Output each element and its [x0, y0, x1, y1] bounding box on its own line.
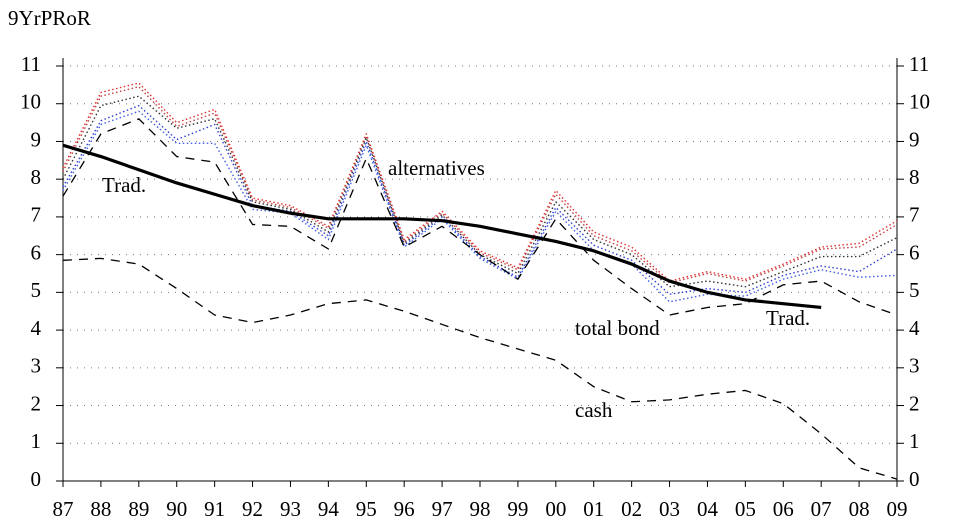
series-line	[62, 86, 898, 284]
series-line	[62, 104, 898, 295]
x-tick-label: 05	[735, 497, 756, 521]
y-tick-label: 4	[31, 316, 42, 340]
x-tick-label: 88	[90, 497, 111, 521]
x-tick-label: 99	[507, 497, 528, 521]
y-tick-label: 3	[31, 354, 42, 378]
y-tick-label: 11	[21, 52, 41, 76]
annotation: Trad.	[102, 173, 146, 197]
x-tick-label: 97	[432, 497, 453, 521]
x-tick-label: 93	[280, 497, 301, 521]
y2-tick-label: 10	[909, 90, 930, 114]
y2-tick-label: 5	[909, 278, 920, 302]
y2-tick-label: 8	[909, 165, 920, 189]
x-tick-label: 90	[166, 497, 187, 521]
y-tick-label: 0	[31, 467, 42, 491]
annotation: alternatives	[388, 156, 485, 180]
x-tick-label: 08	[849, 497, 870, 521]
y2-tick-label: 2	[909, 391, 920, 415]
y2-tick-label: 7	[909, 203, 920, 227]
x-tick-label: 07	[811, 497, 832, 521]
annotation: Trad.	[766, 306, 810, 330]
y2-tick-label: 4	[909, 316, 920, 340]
series-line	[62, 110, 898, 303]
y-tick-label: 5	[31, 278, 42, 302]
x-tick-label: 91	[204, 497, 225, 521]
y-tick-label: 7	[31, 203, 42, 227]
y2-tick-label: 3	[909, 354, 920, 378]
x-tick-label: 98	[470, 497, 491, 521]
y2-tick-label: 0	[909, 467, 920, 491]
annotation: cash	[575, 398, 613, 422]
x-tick-label: 06	[773, 497, 794, 521]
y-tick-label: 10	[20, 90, 41, 114]
series-line	[62, 143, 822, 310]
y-axis-label: 9YrPRoR	[8, 6, 91, 30]
y2-tick-label: 1	[909, 429, 920, 453]
series-line	[62, 82, 898, 282]
x-tick-label: 95	[356, 497, 377, 521]
x-tick-label: 92	[242, 497, 263, 521]
y-tick-label: 9	[31, 127, 42, 151]
x-tick-label: 09	[887, 497, 908, 521]
series-line	[62, 257, 898, 480]
x-tick-label: 03	[659, 497, 680, 521]
x-tick-label: 02	[621, 497, 642, 521]
y-tick-label: 6	[31, 240, 42, 264]
y2-tick-label: 11	[909, 52, 929, 76]
x-tick-label: 94	[318, 497, 340, 521]
x-tick-label: 01	[583, 497, 604, 521]
y-tick-label: 8	[31, 165, 42, 189]
y-tick-label: 2	[31, 391, 42, 415]
x-tick-label: 89	[128, 497, 149, 521]
x-tick-label: 96	[394, 497, 415, 521]
y2-tick-label: 9	[909, 127, 920, 151]
x-tick-label: 87	[53, 497, 74, 521]
series-line	[62, 118, 898, 316]
x-tick-label: 00	[545, 497, 566, 521]
y-tick-label: 1	[31, 429, 42, 453]
y2-tick-label: 6	[909, 240, 920, 264]
annotation: total bond	[575, 316, 660, 340]
x-tick-label: 04	[697, 497, 719, 521]
